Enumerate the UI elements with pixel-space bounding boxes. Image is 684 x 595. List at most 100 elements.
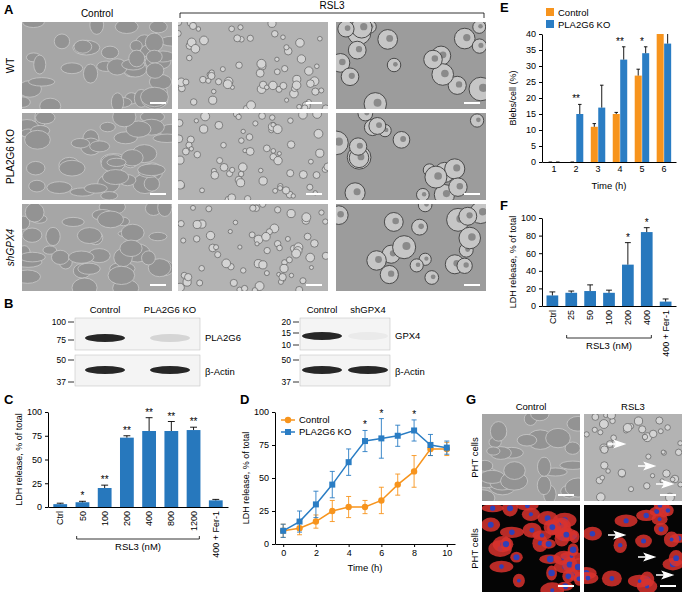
marker-label: 15 [282,328,292,338]
tick-label: 2 [314,548,319,558]
tick: 35 [526,45,542,55]
nucleus [386,35,393,42]
cell [623,423,631,431]
significance: * [80,490,84,501]
cell [307,184,313,190]
tick: 400 [144,511,154,526]
cell [289,273,293,277]
cell [469,77,486,101]
error-bar [587,285,593,291]
cell [189,147,193,151]
nucleus [441,70,449,78]
nucleus [525,505,530,508]
nucleus [586,576,591,581]
tick-label: 0 [264,539,269,549]
cell [84,184,107,193]
axis-title: LDH release, % of total [508,216,518,309]
cell [574,572,580,586]
bar [565,293,577,306]
axis-title: Time (h) [591,180,626,191]
tick: 20 [526,93,542,103]
error-bar [428,434,433,455]
cell [490,561,514,573]
tick: 5 [531,141,542,151]
error-bar [412,456,417,488]
cell [274,157,282,165]
cell [264,85,269,90]
tick-label: 25 [259,506,269,516]
significance: * [412,409,416,420]
cell [277,245,283,251]
chart: 02550751000246810***LDH release, % of to… [240,392,456,573]
cell [158,204,172,217]
bracket [180,13,484,18]
cell [149,232,167,240]
cell [291,194,295,198]
arrow [638,463,654,469]
tick: 100 [100,511,110,526]
marker [346,459,352,465]
axis-title: RSL3 (nM) [586,340,632,351]
tick-mark [272,412,275,413]
marker-tick [293,360,299,361]
tick: 40 [526,29,542,39]
nucleus [416,262,421,267]
cell [644,483,650,489]
nucleus [357,143,363,149]
tick-label: 10 [526,125,536,135]
tick: 15 [526,109,542,119]
cell [287,210,295,218]
marker-label: 50 [57,355,67,365]
legend-label: PLA2G6 KO [299,426,351,437]
marker [280,528,286,534]
cell [336,206,348,225]
cell [345,183,365,200]
axis-line [543,306,677,307]
tick-mark [45,507,48,508]
cell [560,461,580,469]
tick-label: 0 [531,157,536,167]
cell [149,22,167,33]
cell [286,257,292,263]
nucleus [345,25,351,31]
cell [341,68,359,86]
cell [272,31,278,37]
axis: 020406080100 [521,213,543,311]
error-bar [666,34,670,44]
error-bar [281,524,286,537]
bar [622,265,634,306]
cell [141,87,169,106]
cell [412,219,428,235]
panel-letter: C [4,392,14,407]
axis-line [276,544,456,545]
cell [193,236,199,242]
cell [378,30,398,50]
cell [249,232,255,238]
cell [661,450,665,454]
scale-bar [660,585,676,587]
tick-label: 5 [639,164,644,174]
image-background [22,204,172,291]
panel-g: GControlRSL3PHT cellsPHT cells [466,392,684,595]
column-label: RSL3 [319,0,344,11]
cell [230,279,237,286]
cell [178,181,184,190]
error-bar [57,503,64,505]
tick: Ctrl [548,310,558,324]
tick: 6 [379,544,384,558]
nucleus [563,532,569,538]
cell [279,273,286,280]
tick: 1 [552,164,557,174]
cell [285,98,289,102]
cell [424,50,443,69]
scale-bar [306,102,322,104]
cell [296,39,305,48]
tick: Ctrl [55,511,65,525]
cell [614,537,627,553]
nucleus [575,564,580,570]
cell [47,182,72,194]
nucleus [609,576,614,581]
nucleus [565,574,571,580]
marker [378,497,384,503]
marker-tick [68,322,74,323]
